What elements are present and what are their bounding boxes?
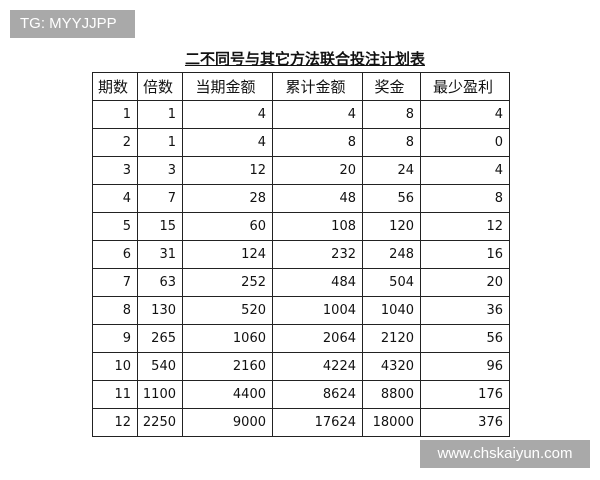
table-row: 11 1100 4400 8624 8800 176 bbox=[92, 380, 510, 409]
table-cell: 56 bbox=[420, 324, 510, 353]
table-cell: 4 bbox=[420, 156, 510, 185]
table-cell: 265 bbox=[137, 324, 183, 353]
table-cell: 12 bbox=[92, 408, 138, 437]
table-cell: 376 bbox=[420, 408, 510, 437]
table-cell: 5 bbox=[92, 212, 138, 241]
table-cell: 8 bbox=[92, 296, 138, 325]
table-cell: 56 bbox=[362, 184, 421, 213]
table-cell: 7 bbox=[137, 184, 183, 213]
table-cell: 2120 bbox=[362, 324, 421, 353]
table-cell: 4224 bbox=[272, 352, 363, 381]
table-row: 5 15 60 108 120 12 bbox=[92, 212, 510, 241]
table-cell: 4 bbox=[92, 184, 138, 213]
table-cell: 108 bbox=[272, 212, 363, 241]
table-cell: 3 bbox=[92, 156, 138, 185]
table-cell: 4 bbox=[182, 128, 273, 157]
table-cell: 4400 bbox=[182, 380, 273, 409]
table-cell: 252 bbox=[182, 268, 273, 297]
table-cell: 11 bbox=[92, 380, 138, 409]
column-header: 倍数 bbox=[137, 72, 183, 101]
table-cell: 2 bbox=[92, 128, 138, 157]
table-cell: 484 bbox=[272, 268, 363, 297]
table-cell: 540 bbox=[137, 352, 183, 381]
table-cell: 0 bbox=[420, 128, 510, 157]
table-cell: 3 bbox=[137, 156, 183, 185]
table-cell: 63 bbox=[137, 268, 183, 297]
watermark: www.chskaiyun.com bbox=[420, 440, 590, 468]
column-header: 期数 bbox=[92, 72, 138, 101]
plan-table: 期数 倍数 当期金额 累计金额 奖金 最少盈利 1 1 4 4 8 4 2 1 4 8 8 0 3 3 12 20 24 4… bbox=[92, 72, 510, 437]
table-cell: 4 bbox=[420, 100, 510, 129]
table-cell: 1004 bbox=[272, 296, 363, 325]
table-cell: 504 bbox=[362, 268, 421, 297]
table-cell: 124 bbox=[182, 240, 273, 269]
table-cell: 176 bbox=[420, 380, 510, 409]
table-cell: 8624 bbox=[272, 380, 363, 409]
table-cell: 36 bbox=[420, 296, 510, 325]
table-cell: 20 bbox=[420, 268, 510, 297]
table-cell: 8800 bbox=[362, 380, 421, 409]
table-cell: 20 bbox=[272, 156, 363, 185]
table-cell: 24 bbox=[362, 156, 421, 185]
table-cell: 48 bbox=[272, 184, 363, 213]
table-cell: 2064 bbox=[272, 324, 363, 353]
table-title: 二不同号与其它方法联合投注计划表 bbox=[184, 50, 425, 68]
table-cell: 1 bbox=[137, 128, 183, 157]
table-row: 7 63 252 484 504 20 bbox=[92, 268, 510, 297]
table-cell: 12 bbox=[182, 156, 273, 185]
column-header: 当期金额 bbox=[182, 72, 273, 101]
table-row: 8 130 520 1004 1040 36 bbox=[92, 296, 510, 325]
table-cell: 12 bbox=[420, 212, 510, 241]
table-cell: 18000 bbox=[362, 408, 421, 437]
table-row: 9 265 1060 2064 2120 56 bbox=[92, 324, 510, 353]
table-cell: 2250 bbox=[137, 408, 183, 437]
table-cell: 248 bbox=[362, 240, 421, 269]
table-cell: 120 bbox=[362, 212, 421, 241]
table-body: 1 1 4 4 8 4 2 1 4 8 8 0 3 3 12 20 24 4 4 7 28 48 56 8 5 15 60 108 12… bbox=[92, 100, 510, 437]
table-cell: 6 bbox=[92, 240, 138, 269]
table-cell: 10 bbox=[92, 352, 138, 381]
table-cell: 4 bbox=[182, 100, 273, 129]
table-cell: 1 bbox=[92, 100, 138, 129]
table-cell: 15 bbox=[137, 212, 183, 241]
table-cell: 1040 bbox=[362, 296, 421, 325]
table-cell: 28 bbox=[182, 184, 273, 213]
table-cell: 16 bbox=[420, 240, 510, 269]
column-header: 累计金额 bbox=[272, 72, 363, 101]
column-header: 最少盈利 bbox=[420, 72, 510, 101]
table-cell: 4320 bbox=[362, 352, 421, 381]
column-header: 奖金 bbox=[362, 72, 421, 101]
table-row: 3 3 12 20 24 4 bbox=[92, 156, 510, 185]
table-cell: 130 bbox=[137, 296, 183, 325]
table-row: 6 31 124 232 248 16 bbox=[92, 240, 510, 269]
table-cell: 8 bbox=[362, 128, 421, 157]
table-row: 10 540 2160 4224 4320 96 bbox=[92, 352, 510, 381]
table-cell: 60 bbox=[182, 212, 273, 241]
table-cell: 17624 bbox=[272, 408, 363, 437]
table-row: 4 7 28 48 56 8 bbox=[92, 184, 510, 213]
table-cell: 8 bbox=[272, 128, 363, 157]
table-cell: 232 bbox=[272, 240, 363, 269]
table-cell: 4 bbox=[272, 100, 363, 129]
table-cell: 9000 bbox=[182, 408, 273, 437]
table-row: 12 2250 9000 17624 18000 376 bbox=[92, 408, 510, 437]
watermark: TG: MYYJJPP bbox=[10, 10, 135, 38]
table-cell: 2160 bbox=[182, 352, 273, 381]
table-cell: 8 bbox=[420, 184, 510, 213]
header-row: 期数 倍数 当期金额 累计金额 奖金 最少盈利 bbox=[92, 72, 510, 101]
table-cell: 96 bbox=[420, 352, 510, 381]
table-cell: 9 bbox=[92, 324, 138, 353]
table-cell: 1 bbox=[137, 100, 183, 129]
table-cell: 31 bbox=[137, 240, 183, 269]
table-cell: 1060 bbox=[182, 324, 273, 353]
table-cell: 520 bbox=[182, 296, 273, 325]
table-cell: 7 bbox=[92, 268, 138, 297]
table-cell: 8 bbox=[362, 100, 421, 129]
table-cell: 1100 bbox=[137, 380, 183, 409]
